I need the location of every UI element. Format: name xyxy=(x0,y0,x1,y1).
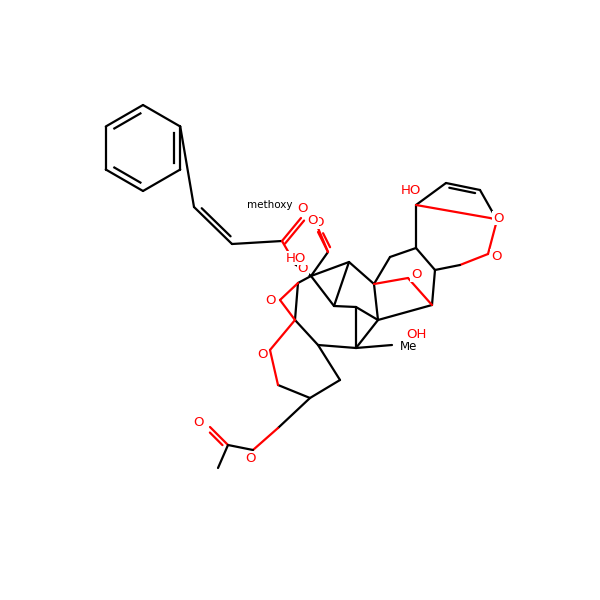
Text: O: O xyxy=(257,347,267,361)
Text: O: O xyxy=(298,202,308,214)
Text: O: O xyxy=(493,211,503,224)
Text: Me: Me xyxy=(400,340,418,353)
Text: HO: HO xyxy=(401,185,421,197)
Text: O: O xyxy=(308,214,318,226)
Text: methoxy: methoxy xyxy=(248,200,293,210)
Text: O: O xyxy=(411,269,421,281)
Text: HO: HO xyxy=(286,251,306,265)
Text: O: O xyxy=(491,250,501,263)
Text: OH: OH xyxy=(406,329,427,341)
Text: O: O xyxy=(265,293,275,307)
Text: O: O xyxy=(193,416,203,430)
Text: O: O xyxy=(298,262,308,275)
Text: O: O xyxy=(246,451,256,464)
Text: O: O xyxy=(313,215,323,229)
